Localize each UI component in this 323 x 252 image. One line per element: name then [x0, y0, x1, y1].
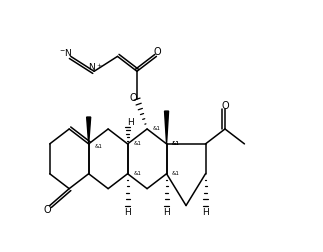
Text: H: H — [202, 208, 209, 216]
Text: H: H — [124, 208, 131, 216]
Text: O: O — [221, 101, 229, 111]
Text: &1: &1 — [172, 141, 180, 146]
Text: H: H — [127, 118, 133, 127]
Text: O: O — [43, 205, 51, 214]
Text: &1: &1 — [133, 170, 141, 175]
Polygon shape — [164, 112, 169, 144]
Text: &1: &1 — [133, 141, 141, 146]
Polygon shape — [87, 118, 91, 144]
Text: O: O — [130, 92, 137, 102]
Text: N$^+$: N$^+$ — [88, 61, 103, 73]
Text: &1: &1 — [95, 143, 103, 148]
Text: $^{-}$N: $^{-}$N — [59, 47, 72, 58]
Text: H: H — [163, 208, 170, 216]
Text: &1: &1 — [172, 170, 180, 175]
Text: &1: &1 — [153, 126, 161, 131]
Text: &1: &1 — [172, 141, 180, 146]
Text: O: O — [154, 47, 162, 57]
